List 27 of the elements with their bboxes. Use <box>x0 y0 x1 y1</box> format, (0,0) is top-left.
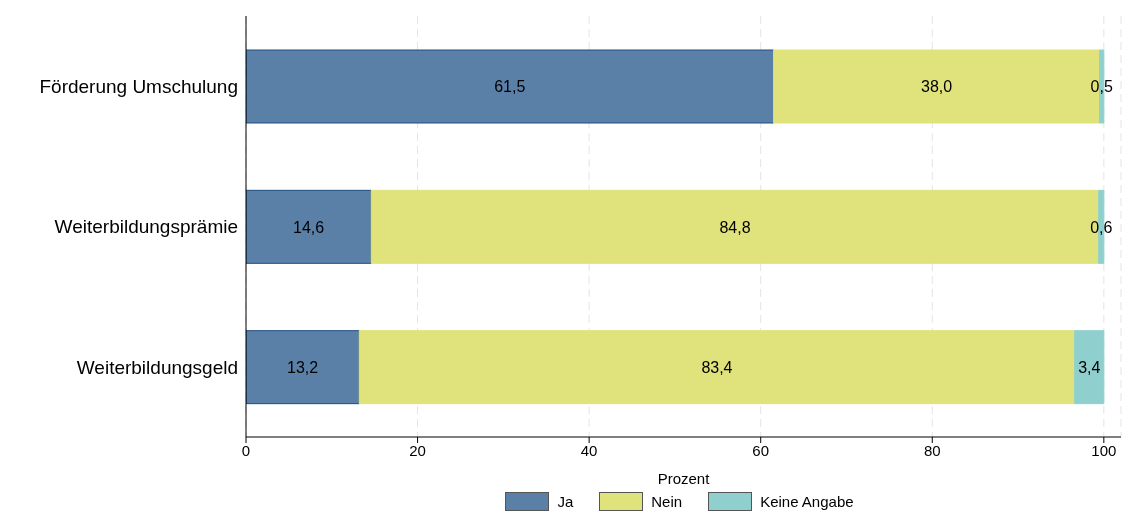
bar <box>246 49 775 124</box>
data-label: 0,5 <box>1090 78 1113 96</box>
bar <box>246 189 372 264</box>
x-tick-label: 0 <box>241 441 251 459</box>
legend-label: Keine Angabe <box>759 492 854 511</box>
data-label: 0,6 <box>1090 218 1113 236</box>
bar <box>246 330 360 405</box>
x-tick-label: 80 <box>923 441 941 459</box>
x-tick-label: 60 <box>752 441 770 459</box>
data-label: 83,4 <box>701 358 733 376</box>
data-label: 61,5 <box>494 78 526 96</box>
data-label: 38,0 <box>920 78 953 96</box>
bar <box>1074 330 1105 405</box>
y-tick-label: Weiterbildungsgeld <box>76 356 238 378</box>
y-tick-label: Weiterbildungsprämie <box>54 216 238 238</box>
data-label: 84,8 <box>719 218 751 236</box>
data-label: 13,2 <box>287 358 319 376</box>
x-tick-label: 100 <box>1091 441 1117 459</box>
legend-label: Ja <box>556 492 574 511</box>
x-tick-label: 20 <box>409 441 426 459</box>
y-tick-label: Förderung Umschulung <box>39 75 238 97</box>
legend-label: Nein <box>650 492 683 511</box>
data-label: 3,4 <box>1078 358 1101 376</box>
x-tick-label: 40 <box>580 441 598 459</box>
x-axis-title: Prozent <box>657 470 711 487</box>
bar <box>358 330 1076 405</box>
data-label: 14,6 <box>293 218 325 236</box>
